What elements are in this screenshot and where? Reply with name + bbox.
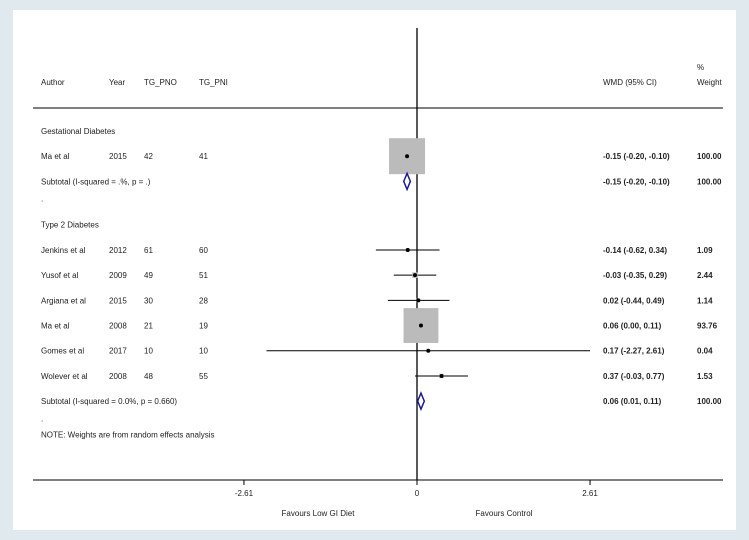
study-tg-pno: 42 bbox=[144, 152, 153, 161]
study-year: 2017 bbox=[109, 347, 127, 356]
study-1-4-point bbox=[426, 348, 431, 353]
study-ci: 0.17 (-2.27, 2.61) bbox=[603, 347, 665, 356]
study-1-1-point bbox=[413, 273, 418, 278]
study-tg-pno: 61 bbox=[144, 246, 153, 255]
study-year: 2008 bbox=[109, 322, 127, 331]
study-author: Ma et al bbox=[41, 152, 70, 161]
subtotal-weight: 100.00 bbox=[697, 397, 722, 406]
study-tg-pno: 30 bbox=[144, 296, 153, 305]
study-year: 2015 bbox=[109, 296, 127, 305]
study-ci: 0.37 (-0.03, 0.77) bbox=[603, 372, 665, 381]
subtotal-diamond-1 bbox=[416, 391, 426, 412]
x-tick-label: -2.61 bbox=[235, 489, 254, 498]
study-tg-pno: 48 bbox=[144, 372, 153, 381]
study-tg-pni: 55 bbox=[199, 372, 208, 381]
study-author: Yusof et al bbox=[41, 271, 79, 280]
header-tg-pno: TG_PNO bbox=[144, 78, 177, 87]
study-tg-pno: 10 bbox=[144, 347, 153, 356]
study-ci: -0.14 (-0.62, 0.34) bbox=[603, 246, 667, 255]
group-separator: . bbox=[41, 414, 43, 423]
study-weight: 2.44 bbox=[697, 271, 713, 280]
study-1-5-point bbox=[439, 373, 444, 378]
study-tg-pno: 49 bbox=[144, 271, 153, 280]
group-label: Gestational Diabetes bbox=[41, 127, 115, 136]
study-author: Ma et al bbox=[41, 322, 70, 331]
study-year: 2015 bbox=[109, 152, 127, 161]
study-tg-pno: 21 bbox=[144, 322, 153, 331]
footnote: NOTE: Weights are from random effects an… bbox=[41, 430, 215, 439]
study-weight: 1.09 bbox=[697, 246, 713, 255]
header-tg-pni: TG_PNI bbox=[199, 78, 228, 87]
header-author: Author bbox=[41, 78, 65, 87]
x-tick-label: 0 bbox=[415, 489, 420, 498]
header-weight-pct: % bbox=[697, 63, 704, 72]
group-label: Type 2 Diabetes bbox=[41, 221, 99, 230]
subtotal-ci: 0.06 (0.01, 0.11) bbox=[603, 397, 662, 406]
study-weight: 93.76 bbox=[697, 322, 718, 331]
study-tg-pni: 60 bbox=[199, 246, 208, 255]
forest-plot: Author Year TG_PNO TG_PNI WMD (95% CI)% Weigh… bbox=[33, 28, 723, 518]
plot-panel: Author Year TG_PNO TG_PNI WMD (95% CI)% Weigh… bbox=[13, 10, 736, 530]
subtotal-weight: 100.00 bbox=[697, 177, 722, 186]
study-weight: 100.00 bbox=[697, 152, 722, 161]
study-year: 2008 bbox=[109, 372, 127, 381]
favours-left-label: Favours Low GI Diet bbox=[282, 509, 356, 518]
study-year: 2012 bbox=[109, 246, 127, 255]
study-1-0-point bbox=[405, 247, 410, 252]
study-weight: 1.14 bbox=[697, 296, 713, 305]
study-author: Jenkins et al bbox=[41, 246, 86, 255]
study-ci: -0.03 (-0.35, 0.29) bbox=[603, 271, 667, 280]
x-tick-label: 2.61 bbox=[582, 489, 598, 498]
study-ci: 0.02 (-0.44, 0.49) bbox=[603, 296, 665, 305]
study-author: Gomes et al bbox=[41, 347, 84, 356]
study-1-2-point bbox=[416, 298, 421, 303]
header-weight: Weight bbox=[697, 78, 723, 87]
study-ci: 0.06 (0.00, 0.11) bbox=[603, 322, 662, 331]
study-author: Wolever et al bbox=[41, 372, 88, 381]
study-author: Argiana et al bbox=[41, 296, 86, 305]
header-effect: WMD (95% CI) bbox=[603, 78, 657, 87]
study-0-0-point bbox=[405, 154, 410, 159]
study-year: 2009 bbox=[109, 271, 127, 280]
subtotal-label: Subtotal (I-squared = .%, p = .) bbox=[41, 177, 151, 186]
study-1-3-point bbox=[418, 323, 423, 328]
study-tg-pni: 10 bbox=[199, 347, 208, 356]
study-weight: 1.53 bbox=[697, 372, 713, 381]
study-ci: -0.15 (-0.20, -0.10) bbox=[603, 152, 670, 161]
subtotal-diamond-0 bbox=[402, 171, 412, 192]
subtotal-ci: -0.15 (-0.20, -0.10) bbox=[603, 177, 670, 186]
study-weight: 0.04 bbox=[697, 347, 713, 356]
group-separator: . bbox=[41, 195, 43, 204]
study-tg-pni: 19 bbox=[199, 322, 208, 331]
study-tg-pni: 51 bbox=[199, 271, 208, 280]
subtotal-label: Subtotal (I-squared = 0.0%, p = 0.660) bbox=[41, 397, 177, 406]
favours-right-label: Favours Control bbox=[476, 509, 533, 518]
header-year: Year bbox=[109, 78, 126, 87]
study-tg-pni: 41 bbox=[199, 152, 208, 161]
study-tg-pni: 28 bbox=[199, 296, 208, 305]
